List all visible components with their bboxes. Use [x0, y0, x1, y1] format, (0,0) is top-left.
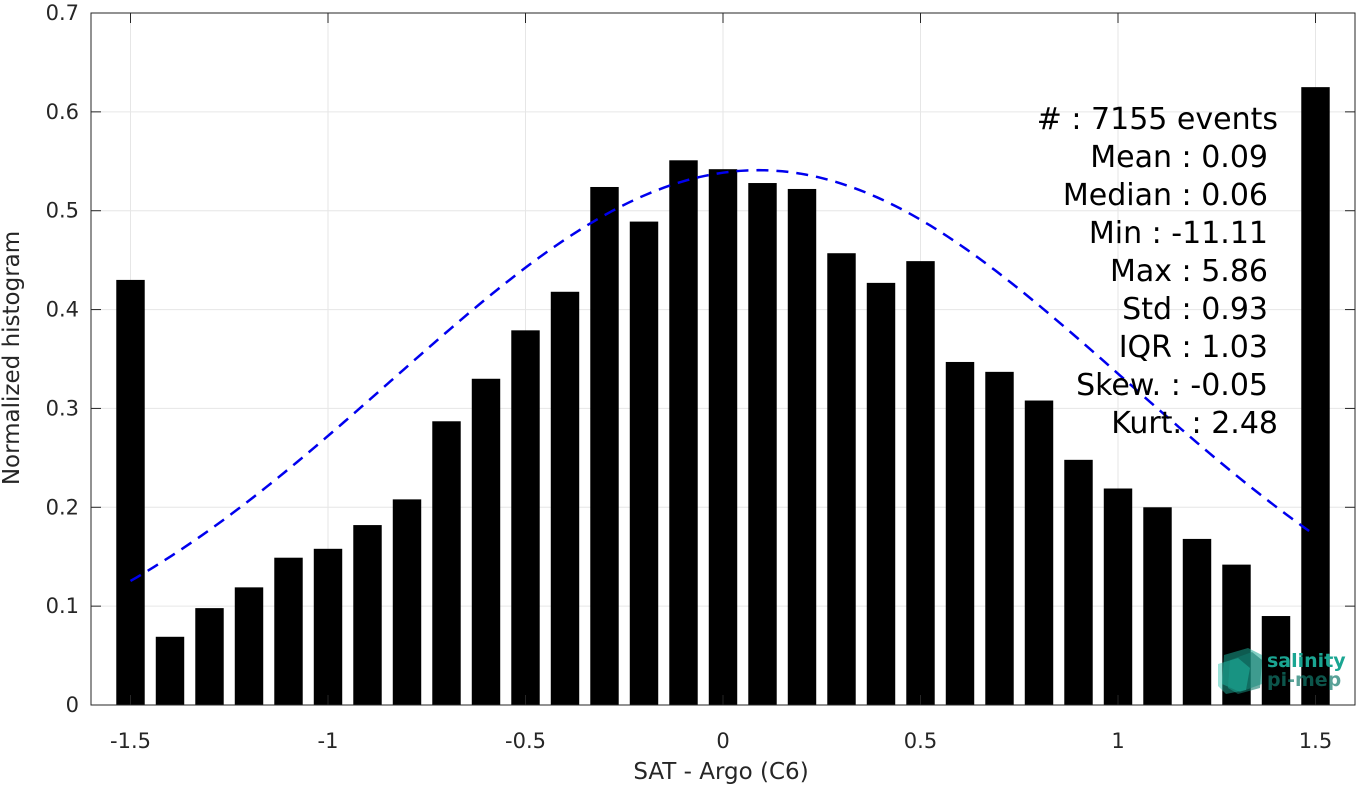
x-axis-label: SAT - Argo (C6) [633, 759, 808, 785]
bar-13 [629, 221, 659, 706]
bar-27 [1182, 538, 1212, 705]
bar-29 [1261, 616, 1291, 705]
bar-6 [353, 525, 382, 705]
axis-ticks [91, 12, 1355, 706]
bar-0 [116, 279, 145, 705]
stat-line-5: Std : 0.93 [1122, 292, 1268, 327]
bar-2 [195, 608, 224, 705]
y-tick-labels: 0 0.1 0.2 0.3 0.4 0.5 0.6 0.7 [46, 1, 79, 717]
bar-25 [1103, 488, 1133, 705]
bar-20 [906, 261, 935, 705]
x-tick-label-6: 1.5 [1299, 729, 1332, 753]
bar-24 [1064, 459, 1093, 705]
y-axis-label: Normalized histogram [0, 231, 25, 485]
bar-26 [1143, 507, 1172, 705]
stat-line-0: # : 7155 events [1037, 102, 1278, 137]
bar-17 [787, 188, 817, 706]
bar-8 [432, 421, 461, 705]
y-tick-label-3: 0.3 [46, 396, 79, 420]
bar-19 [866, 282, 896, 705]
y-tick-label-1: 0.1 [46, 594, 79, 618]
stat-line-3: Min : -11.11 [1089, 216, 1268, 251]
bar-18 [827, 253, 856, 706]
stat-line-6: IQR : 1.03 [1119, 330, 1268, 365]
x-tick-label-1: -1 [318, 729, 339, 753]
logo-text-salinity: salinity [1267, 650, 1346, 672]
salinity-pimep-logo-icon [1218, 648, 1262, 694]
stat-line-8: Kurt. : 2.48 [1111, 406, 1278, 441]
y-tick-label-2: 0.2 [46, 495, 79, 519]
bar-15 [708, 169, 738, 706]
y-tick-label-7: 0.7 [46, 1, 79, 25]
bar-7 [392, 499, 422, 705]
x-tick-label-4: 0.5 [904, 729, 937, 753]
bar-12 [590, 186, 619, 705]
bar-22 [985, 371, 1014, 705]
bar-11 [550, 291, 580, 705]
stat-line-7: Skew. : -0.05 [1076, 368, 1268, 403]
bar-21 [945, 361, 975, 705]
x-tick-label-5: 1 [1111, 729, 1124, 753]
y-tick-label-4: 0.4 [46, 298, 79, 322]
stat-line-1: Mean : 0.09 [1090, 140, 1268, 175]
bar-5 [313, 548, 343, 705]
x-tick-label-3: 0 [716, 729, 729, 753]
bar-1 [155, 636, 185, 705]
bar-9 [471, 378, 501, 705]
stat-line-2: Median : 0.06 [1063, 178, 1268, 213]
bar-3 [234, 587, 264, 705]
bar-14 [669, 160, 698, 706]
gaussian-fit-curve [129, 168, 1317, 583]
bar-30 [1301, 87, 1330, 705]
bar-10 [511, 330, 540, 705]
y-tick-label-6: 0.6 [46, 100, 79, 124]
bar-4 [274, 557, 303, 705]
histogram-bars [116, 87, 1330, 706]
stat-line-4: Max : 5.86 [1110, 254, 1268, 289]
bar-16 [748, 183, 777, 705]
bar-23 [1024, 400, 1054, 705]
x-tick-label-2: -0.5 [505, 729, 546, 753]
x-tick-labels: -1.5 -1 -0.5 0 0.5 1 1.5 [110, 729, 1332, 753]
y-tick-label-0: 0 [66, 693, 79, 717]
x-tick-label-0: -1.5 [110, 729, 151, 753]
y-tick-label-5: 0.5 [46, 199, 79, 223]
salinity-pimep-logo: salinity pi-mep [1218, 648, 1346, 694]
logo-text-pimep: pi-mep [1267, 669, 1341, 691]
